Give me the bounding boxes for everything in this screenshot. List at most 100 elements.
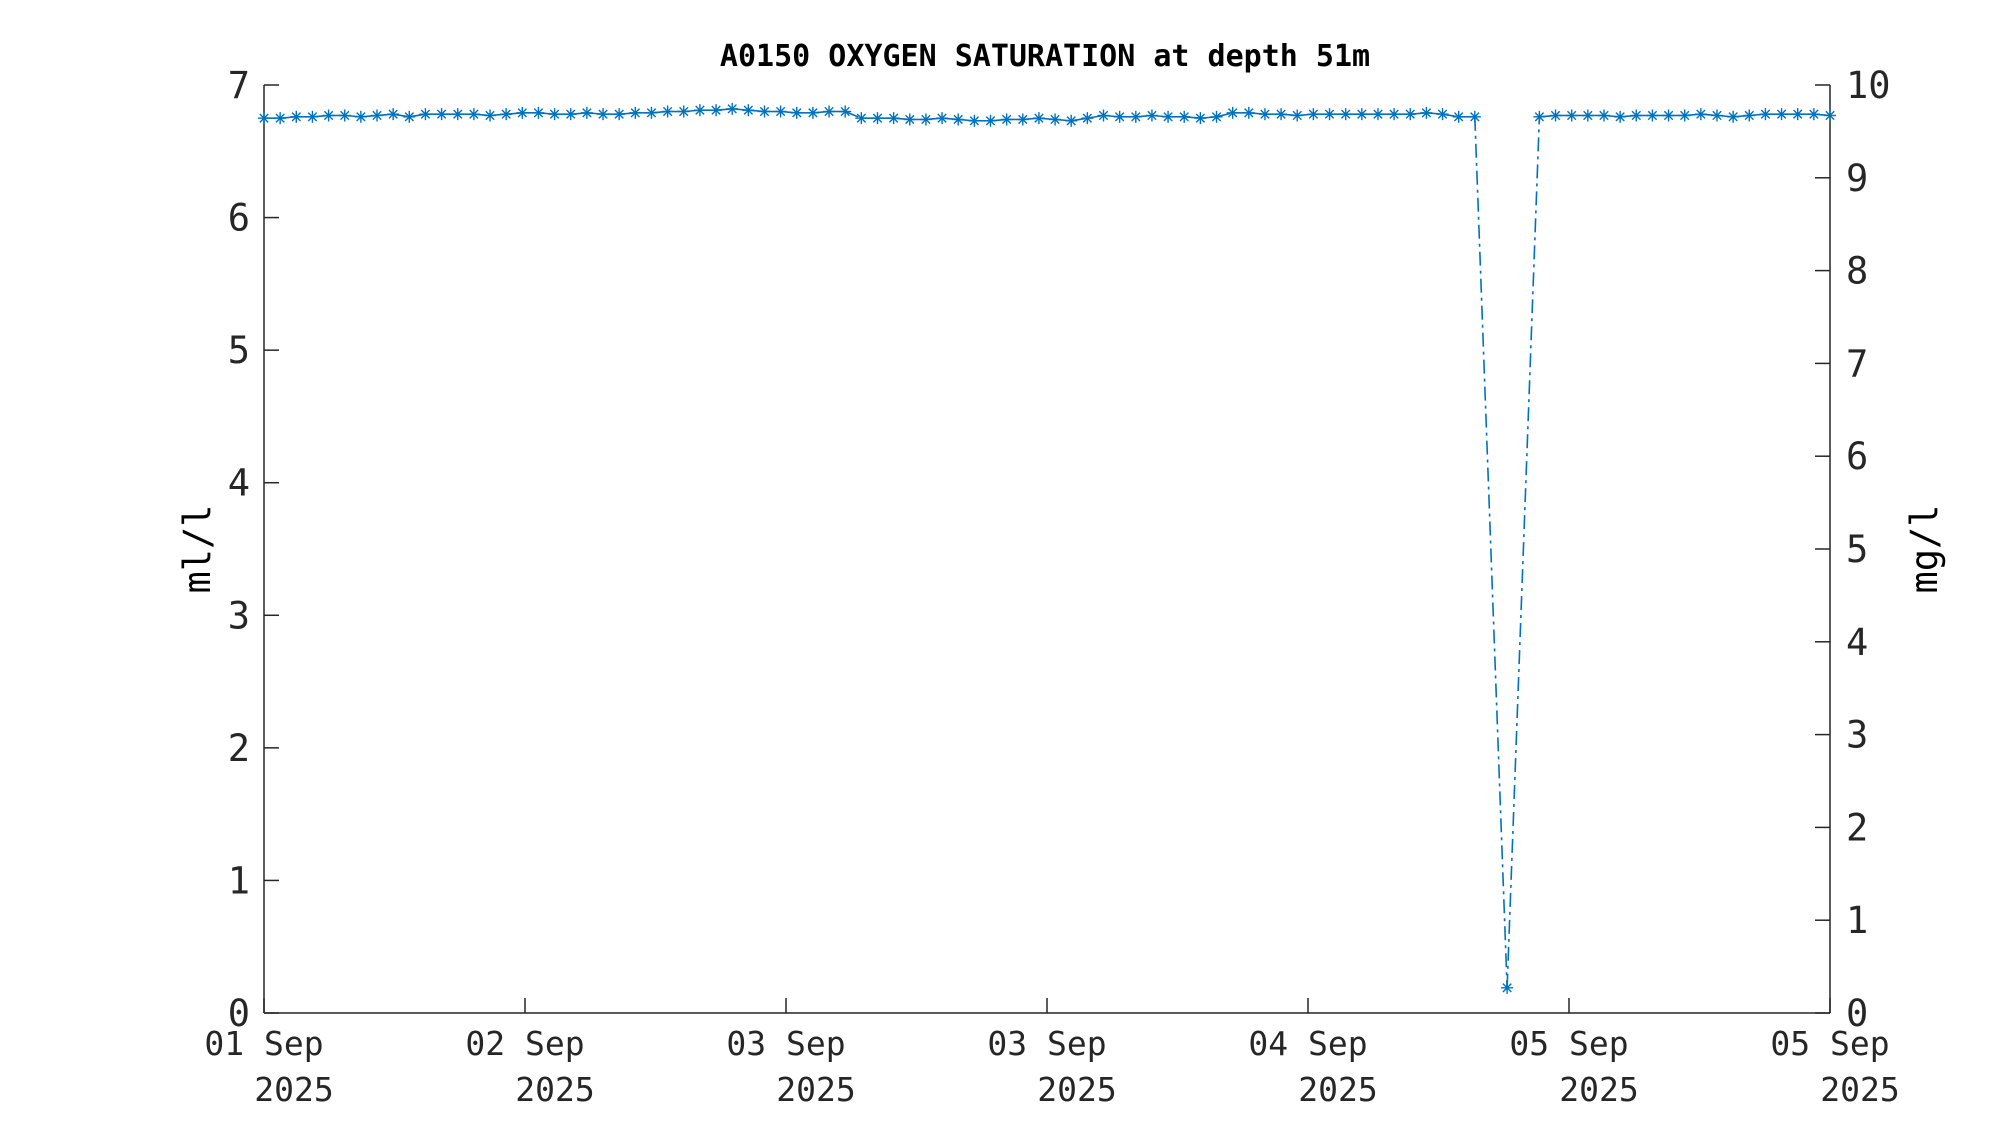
asterisk-stroke [1066, 116, 1076, 126]
x-tick-label-date: 02 Sep [465, 1024, 584, 1063]
data-point-marker [1129, 110, 1142, 123]
data-point-marker [1694, 108, 1707, 121]
asterisk-stroke [453, 109, 463, 119]
asterisk-stroke [1453, 112, 1464, 122]
data-point-marker [887, 112, 900, 125]
asterisk-stroke [985, 116, 996, 126]
data-point-marker [354, 110, 367, 123]
data-point-marker [548, 108, 561, 121]
asterisk-stroke [372, 110, 382, 121]
y-axis-label-left: ml/l [176, 504, 219, 593]
asterisk-stroke [727, 104, 737, 114]
data-point-marker [419, 108, 432, 121]
data-point-marker [726, 102, 739, 115]
x-tick-label-year: 2025 [1820, 1070, 1899, 1109]
data-point-marker [1807, 108, 1820, 121]
data-point-marker [710, 104, 723, 117]
chart-title: A0150 OXYGEN SATURATION at depth 51m [720, 39, 1370, 74]
data-point-marker [774, 105, 787, 118]
data-point-marker [1791, 108, 1804, 121]
data-point-marker [1581, 109, 1594, 122]
x-tick-label-date: 01 Sep [204, 1024, 323, 1063]
asterisk-stroke [1001, 114, 1012, 125]
data-point-marker [1355, 108, 1368, 121]
asterisk-stroke [404, 112, 414, 122]
asterisk-stroke [307, 112, 318, 122]
data-point-marker [823, 105, 836, 118]
asterisk-stroke [1147, 110, 1157, 121]
data-point-marker [629, 106, 642, 119]
y-tick-label-right: 1 [1846, 899, 1868, 942]
data-point-marker [338, 109, 351, 122]
data-point-marker [677, 105, 690, 118]
data-point-marker [1727, 110, 1740, 123]
y-tick-label-right: 7 [1846, 342, 1868, 385]
asterisk-stroke [1534, 112, 1545, 122]
data-point-marker [1178, 110, 1191, 123]
asterisk-stroke [1357, 109, 1367, 119]
data-point-marker [1759, 108, 1772, 121]
asterisk-stroke [1647, 110, 1658, 121]
asterisk-stroke [1825, 110, 1835, 121]
data-point-marker [1775, 108, 1788, 121]
x-tick-label-date: 05 Sep [1509, 1024, 1628, 1063]
y-tick-label-right: 0 [1846, 992, 1868, 1035]
data-point-marker [871, 112, 884, 125]
asterisk-stroke [1566, 110, 1577, 121]
asterisk-stroke [566, 109, 576, 119]
data-point-marker [258, 112, 270, 125]
series-line-segment [844, 110, 862, 119]
asterisk-stroke [1082, 113, 1093, 123]
data-point-marker [806, 106, 819, 119]
asterisk-stroke [1793, 109, 1803, 119]
asterisk-stroke [1034, 113, 1044, 123]
x-tick-label-date: 04 Sep [1248, 1024, 1367, 1063]
x-tick-label-year: 2025 [1037, 1070, 1116, 1109]
asterisk-stroke [743, 105, 754, 115]
y-tick-label-left: 2 [228, 727, 250, 770]
data-point-marker [1436, 108, 1449, 121]
data-point-marker [968, 114, 981, 127]
data-point-marker [1339, 108, 1352, 121]
asterisk-stroke [1244, 108, 1254, 118]
asterisk-stroke [1631, 110, 1641, 121]
y-tick-label-left: 1 [228, 859, 250, 902]
asterisk-stroke [1421, 108, 1432, 118]
y-tick-label-left: 5 [228, 329, 250, 372]
data-point-marker [1210, 110, 1223, 123]
data-point-marker [306, 110, 319, 123]
data-point-marker [1565, 109, 1578, 122]
asterisk-stroke [1131, 112, 1141, 122]
asterisk-stroke [953, 114, 963, 125]
asterisk-stroke [937, 113, 947, 123]
data-point-marker [1824, 109, 1836, 122]
asterisk-stroke [1114, 112, 1125, 122]
asterisk-stroke [1615, 112, 1625, 122]
data-point-marker [1081, 112, 1094, 125]
y-tick-label-right: 5 [1846, 528, 1868, 571]
asterisk-stroke [259, 113, 269, 123]
y-tick-label-left: 4 [228, 462, 250, 505]
data-point-marker [1016, 113, 1029, 126]
asterisk-stroke [711, 105, 721, 115]
asterisk-stroke [646, 108, 657, 118]
x-tick-label-date: 03 Sep [987, 1024, 1106, 1063]
asterisk-stroke [1211, 112, 1222, 122]
data-point-marker [645, 106, 658, 119]
asterisk-stroke [388, 109, 398, 119]
data-point-marker [1307, 108, 1320, 121]
data-point-marker [1743, 109, 1756, 122]
asterisk-stroke [1050, 114, 1060, 125]
asterisk-stroke [485, 110, 495, 121]
axes: 0 1 2 3 4 5 6 7 0 1 2 3 4 5 6 7 8 9 10 01 Sep 2025 02 Sep 2025… [204, 64, 1899, 1109]
asterisk-stroke [888, 113, 899, 123]
data-point-marker [500, 108, 513, 121]
asterisk-stroke [614, 109, 624, 119]
data-point-marker [790, 106, 803, 119]
data-point-marker [1000, 113, 1013, 126]
data-point-marker [1420, 106, 1433, 119]
data-point-marker [693, 104, 706, 117]
data-point-marker [1113, 110, 1126, 123]
x-tick-label-date: 03 Sep [726, 1024, 845, 1063]
data-point-marker [1501, 981, 1514, 994]
